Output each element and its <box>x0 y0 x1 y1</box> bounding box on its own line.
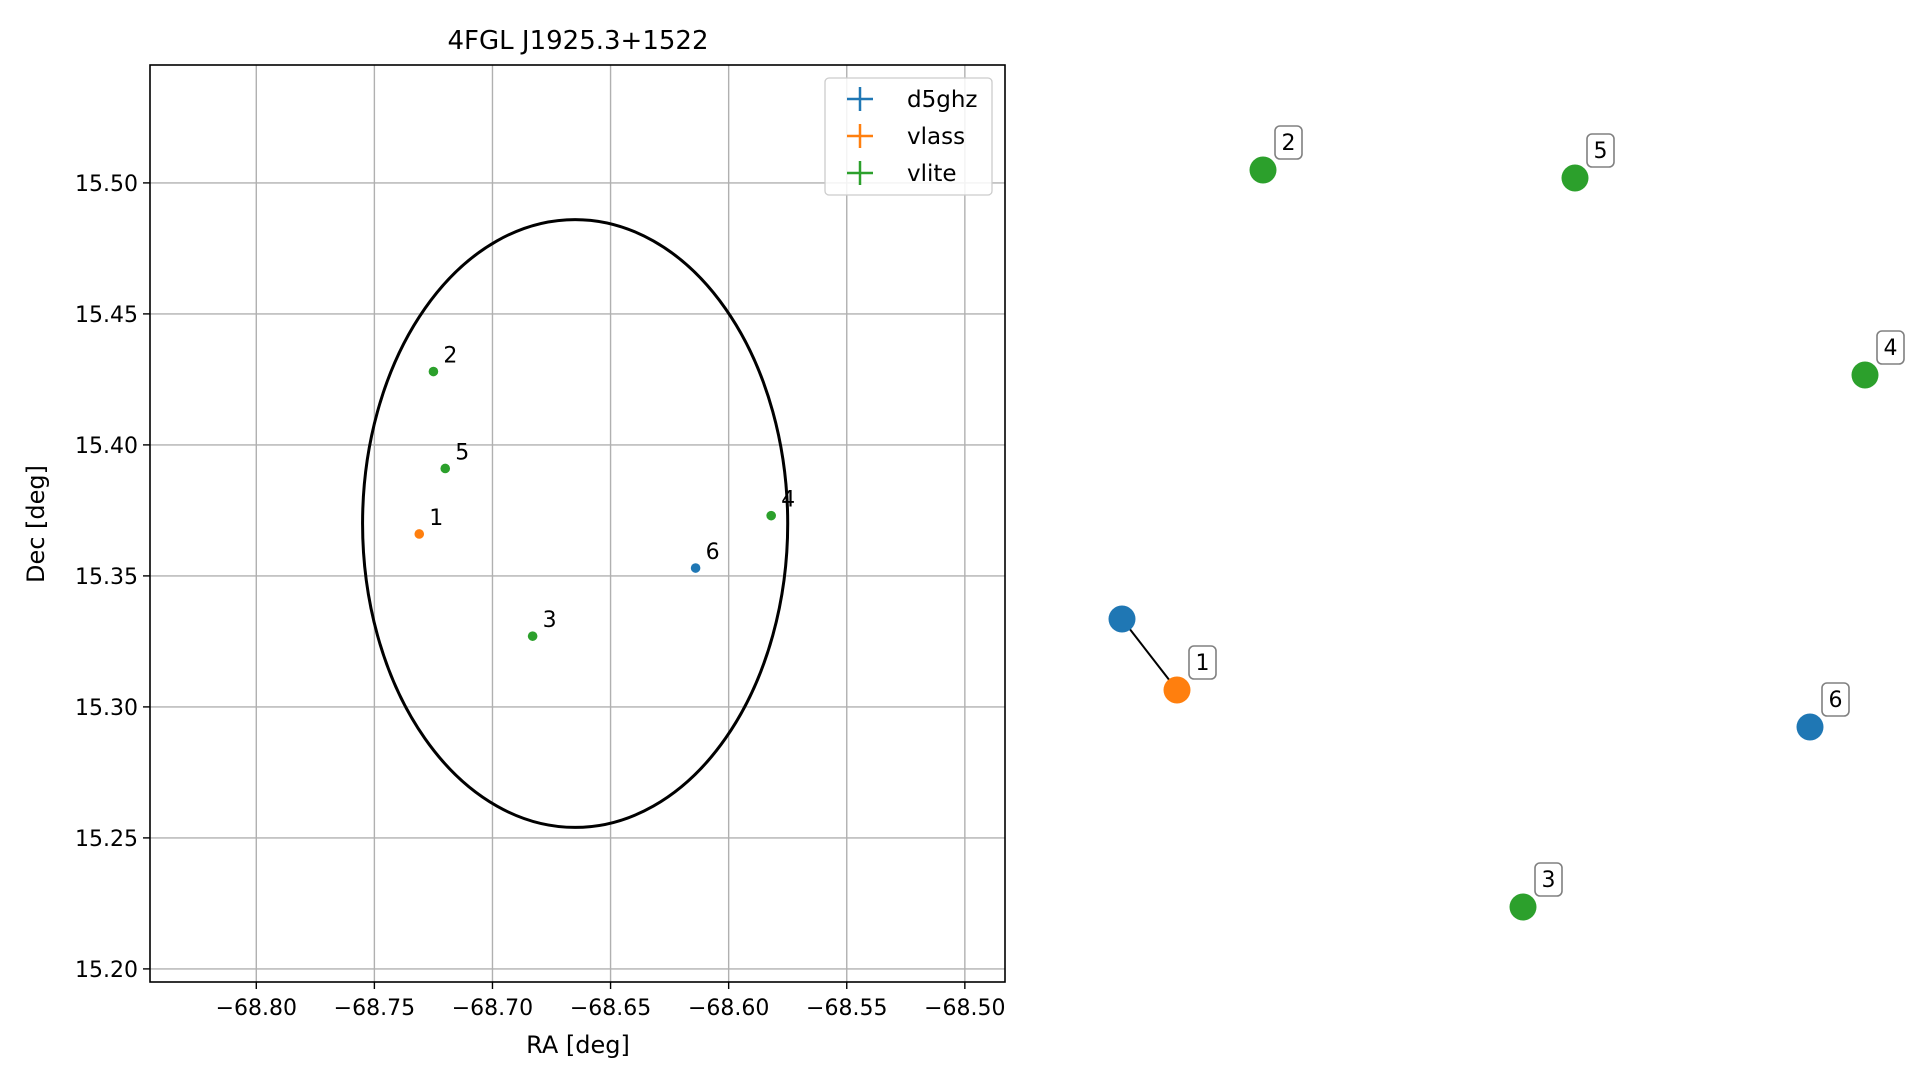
graph-node-d5ghz-6 <box>1796 713 1824 741</box>
graph-node-label: 3 <box>1542 868 1556 893</box>
y-tick-label: 15.30 <box>75 696 138 721</box>
graph-node-label-box <box>1821 682 1850 717</box>
graph-node-vlass-1 <box>1163 676 1191 704</box>
vlite-point <box>766 510 776 521</box>
x-tick-label: −68.70 <box>452 996 533 1021</box>
crossmatch-graph: 1 2 5 4 6 3 <box>1108 125 1905 921</box>
y-tick-label: 15.25 <box>75 827 138 852</box>
graph-node-label: 5 <box>1594 139 1608 164</box>
point-label: 2 <box>443 344 457 369</box>
tick-marks: −68.80 −68.75 −68.70 −68.65 −68.60 −68.55 −68.… <box>75 172 1006 1021</box>
graph-node-label: 6 <box>1829 688 1843 713</box>
y-tick-label: 15.35 <box>75 565 138 590</box>
graph-node-label-box <box>1274 125 1303 160</box>
x-tick-label: −68.60 <box>688 996 769 1021</box>
x-tick-label: −68.80 <box>216 996 297 1021</box>
graph-node-vlite-5 <box>1561 164 1589 192</box>
point-label: 5 <box>455 440 469 465</box>
vlass-point <box>414 529 425 539</box>
graph-nodes: 1 2 5 4 6 3 <box>1108 125 1905 921</box>
graph-node-label: 2 <box>1282 131 1296 156</box>
graph-node-label-box <box>1876 330 1905 365</box>
vlite-point <box>440 463 451 474</box>
graph-node-label-box <box>1534 862 1563 897</box>
d5ghz-point <box>690 563 701 573</box>
y-tick-label: 15.40 <box>75 434 138 459</box>
point-label: 3 <box>543 608 557 633</box>
vlite-point <box>428 366 439 377</box>
y-axis-label: Dec [deg] <box>22 465 50 583</box>
legend-label-d5ghz: d5ghz <box>907 87 977 113</box>
legend: d5ghz vlass vlite <box>824 77 993 196</box>
y-tick-label: 15.45 <box>75 303 138 328</box>
point-label: 6 <box>706 540 720 565</box>
y-tick-label: 15.20 <box>75 958 138 983</box>
error-ellipse-layer <box>361 218 790 829</box>
graph-node-label: 4 <box>1884 336 1898 361</box>
x-tick-label: −68.65 <box>570 996 651 1021</box>
x-tick-label: −68.55 <box>806 996 887 1021</box>
point-label: 4 <box>781 488 795 513</box>
graph-edges <box>1121 618 1178 691</box>
graph-node-label-box <box>1188 645 1217 680</box>
vlite-point <box>527 631 538 641</box>
grid <box>150 65 1005 982</box>
graph-node-label-box <box>1586 133 1615 168</box>
legend-label-vlite: vlite <box>907 161 957 187</box>
x-axis-label: RA [deg] <box>526 1031 630 1059</box>
graph-node-label: 1 <box>1196 651 1210 676</box>
y-tick-label: 15.50 <box>75 172 138 197</box>
plot-frame <box>149 64 1006 983</box>
chart-title: 4FGL J1925.3+1522 <box>448 26 709 56</box>
legend-label-vlass: vlass <box>907 124 965 150</box>
x-tick-label: −68.75 <box>334 996 415 1021</box>
graph-node-vlite-3 <box>1509 893 1537 921</box>
graph-edge <box>1121 618 1178 691</box>
error-ellipse <box>361 218 790 829</box>
x-tick-label: −68.50 <box>924 996 1005 1021</box>
legend-frame <box>824 77 993 196</box>
graph-node-vlite-2 <box>1249 156 1277 184</box>
graph-node-vlite-4 <box>1851 361 1879 389</box>
graph-node-d5ghz-1 <box>1108 605 1136 633</box>
data-points: 6 1 2 5 3 4 <box>414 344 795 641</box>
point-label: 1 <box>429 506 443 531</box>
